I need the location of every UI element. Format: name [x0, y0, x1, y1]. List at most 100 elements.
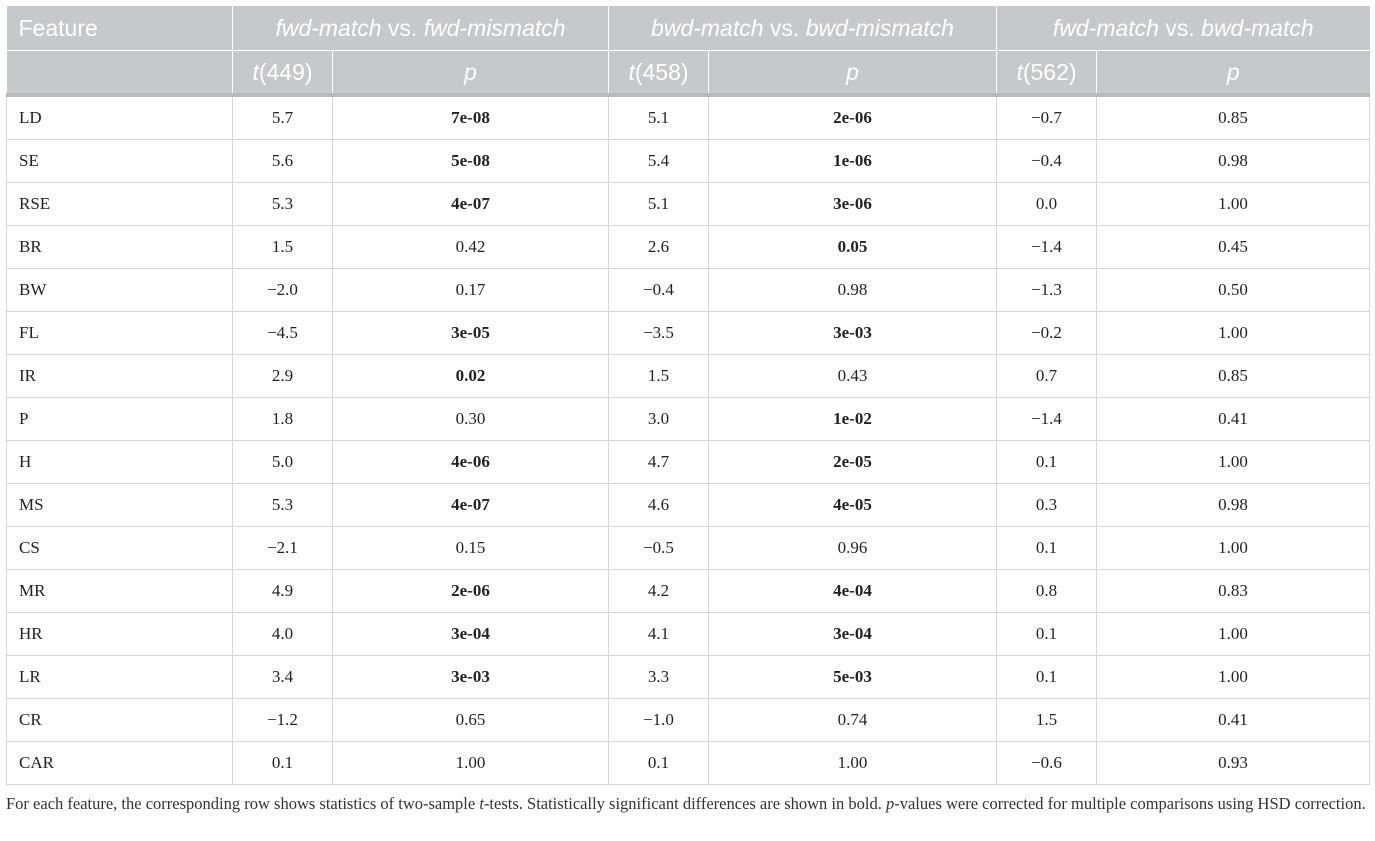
p-value-cell-group-2: 0.43	[708, 354, 998, 398]
t-value-cell-group-3: 0.3	[996, 483, 1098, 527]
t-value-cell-group-2: 4.2	[608, 569, 709, 613]
feature-cell: H	[6, 440, 233, 484]
t-subheader-group-3: t(562)	[996, 50, 1098, 95]
table-row: LR 3.4 3e-03 3.3 5e-03 0.1 1.00	[6, 655, 1371, 699]
t-value-cell-group-2: −1.0	[608, 698, 709, 742]
p-value-cell-group-3: 0.98	[1096, 483, 1371, 527]
p-value-cell-group-2: 4e-04	[708, 569, 998, 613]
t-value-cell-group-1: −1.2	[232, 698, 333, 742]
t-value-cell-group-3: −1.4	[996, 225, 1098, 269]
p-value-cell-group-2: 1e-02	[708, 397, 998, 441]
t-value-cell-group-1: 5.0	[232, 440, 333, 484]
table-row: FL −4.5 3e-05 −3.5 3e-03 −0.2 1.00	[6, 311, 1371, 355]
t-value-cell-group-1: 0.1	[232, 741, 333, 785]
feature-cell: LD	[6, 94, 233, 140]
t-subheader-group-1: t(449)	[232, 50, 333, 95]
t-value-cell-group-1: 1.8	[232, 397, 333, 441]
p-subheader-group-1: p	[332, 50, 609, 95]
t-value-cell-group-1: 5.7	[232, 94, 333, 140]
p-value-cell-group-2: 3e-03	[708, 311, 998, 355]
p-value-cell-group-2: 0.96	[708, 526, 998, 570]
t-value-cell-group-2: 5.1	[608, 182, 709, 226]
p-value-cell-group-2: 1.00	[708, 741, 998, 785]
p-value-cell-group-2: 3e-06	[708, 182, 998, 226]
t-subheader-group-2: t(458)	[608, 50, 709, 95]
table-row: CS −2.1 0.15 −0.5 0.96 0.1 1.00	[6, 526, 1371, 570]
p-value-cell-group-3: 1.00	[1096, 182, 1371, 226]
p-value-cell-group-1: 0.02	[332, 354, 609, 398]
feature-cell: IR	[6, 354, 233, 398]
table-row: CAR 0.1 1.00 0.1 1.00 −0.6 0.93	[6, 741, 1371, 785]
group-header-fwd-match-vs-bwd-match: fwd-match vs. bwd-match	[996, 6, 1370, 51]
t-value-cell-group-3: −0.2	[996, 311, 1098, 355]
table-row: H 5.0 4e-06 4.7 2e-05 0.1 1.00	[6, 440, 1371, 484]
p-value-cell-group-1: 0.42	[332, 225, 609, 269]
table-row: MR 4.9 2e-06 4.2 4e-04 0.8 0.83	[6, 569, 1371, 613]
table-body: LD 5.7 7e-08 5.1 2e-06 −0.7 0.85 SE 5.6 5e-08 5.4 1…	[6, 94, 1371, 785]
t-value-cell-group-1: −4.5	[232, 311, 333, 355]
p-value-cell-group-3: 0.41	[1096, 397, 1371, 441]
feature-cell: HR	[6, 612, 233, 656]
p-value-cell-group-3: 0.85	[1096, 94, 1371, 140]
p-value-cell-group-2: 1e-06	[708, 139, 998, 183]
t-value-cell-group-2: 5.1	[608, 94, 709, 140]
p-value-cell-group-1: 4e-07	[332, 483, 609, 527]
p-value-cell-group-3: 1.00	[1096, 526, 1371, 570]
p-value-cell-group-1: 0.30	[332, 397, 609, 441]
p-value-cell-group-1: 0.17	[332, 268, 609, 312]
table-row: MS 5.3 4e-07 4.6 4e-05 0.3 0.98	[6, 483, 1371, 527]
table-footnote: For each feature, the corresponding row …	[6, 794, 1366, 813]
t-value-cell-group-2: −0.5	[608, 526, 709, 570]
t-value-cell-group-1: 4.9	[232, 569, 333, 613]
p-value-cell-group-2: 2e-05	[708, 440, 998, 484]
t-value-cell-group-1: −2.1	[232, 526, 333, 570]
t-value-cell-group-2: −3.5	[608, 311, 709, 355]
feature-cell: P	[6, 397, 233, 441]
p-value-cell-group-3: 1.00	[1096, 311, 1371, 355]
t-value-cell-group-3: 1.5	[996, 698, 1098, 742]
t-value-cell-group-3: 0.1	[996, 440, 1098, 484]
table-row: BW −2.0 0.17 −0.4 0.98 −1.3 0.50	[6, 268, 1371, 312]
p-value-cell-group-3: 0.83	[1096, 569, 1371, 613]
t-value-cell-group-3: −0.6	[996, 741, 1098, 785]
feature-cell: RSE	[6, 182, 233, 226]
t-value-cell-group-2: 4.1	[608, 612, 709, 656]
feature-cell: CS	[6, 526, 233, 570]
p-value-cell-group-3: 0.98	[1096, 139, 1371, 183]
t-value-cell-group-3: 0.8	[996, 569, 1098, 613]
table-row: BR 1.5 0.42 2.6 0.05 −1.4 0.45	[6, 225, 1371, 269]
p-value-cell-group-3: 1.00	[1096, 612, 1371, 656]
feature-cell: BW	[6, 268, 233, 312]
p-subheader-group-3: p	[1096, 50, 1370, 95]
feature-subheader-blank	[6, 50, 233, 95]
p-value-cell-group-3: 0.41	[1096, 698, 1371, 742]
feature-column-header: Feature	[6, 6, 233, 51]
t-value-cell-group-1: 5.3	[232, 182, 333, 226]
p-value-cell-group-1: 2e-06	[332, 569, 609, 613]
t-value-cell-group-3: 0.1	[996, 612, 1098, 656]
p-value-cell-group-1: 5e-08	[332, 139, 609, 183]
p-value-cell-group-2: 0.05	[708, 225, 998, 269]
table-header: Feature fwd-match vs. fwd-mismatch bwd-m…	[6, 6, 1370, 95]
p-value-cell-group-3: 1.00	[1096, 655, 1371, 699]
feature-cell: MR	[6, 569, 233, 613]
feature-cell: BR	[6, 225, 233, 269]
table-row: IR 2.9 0.02 1.5 0.43 0.7 0.85	[6, 354, 1371, 398]
t-value-cell-group-1: 4.0	[232, 612, 333, 656]
t-value-cell-group-3: 0.1	[996, 526, 1098, 570]
table-row: LD 5.7 7e-08 5.1 2e-06 −0.7 0.85	[6, 94, 1371, 140]
t-value-cell-group-3: 0.7	[996, 354, 1098, 398]
t-value-cell-group-2: 4.7	[608, 440, 709, 484]
p-value-cell-group-3: 0.85	[1096, 354, 1371, 398]
p-value-cell-group-1: 3e-03	[332, 655, 609, 699]
p-value-cell-group-1: 4e-07	[332, 182, 609, 226]
t-value-cell-group-2: 0.1	[608, 741, 709, 785]
p-value-cell-group-2: 3e-04	[708, 612, 998, 656]
p-value-cell-group-1: 4e-06	[332, 440, 609, 484]
t-value-cell-group-2: 5.4	[608, 139, 709, 183]
feature-cell: MS	[6, 483, 233, 527]
table-row: P 1.8 0.30 3.0 1e-02 −1.4 0.41	[6, 397, 1371, 441]
p-value-cell-group-2: 0.74	[708, 698, 998, 742]
t-value-cell-group-2: 3.0	[608, 397, 709, 441]
t-value-cell-group-1: 2.9	[232, 354, 333, 398]
